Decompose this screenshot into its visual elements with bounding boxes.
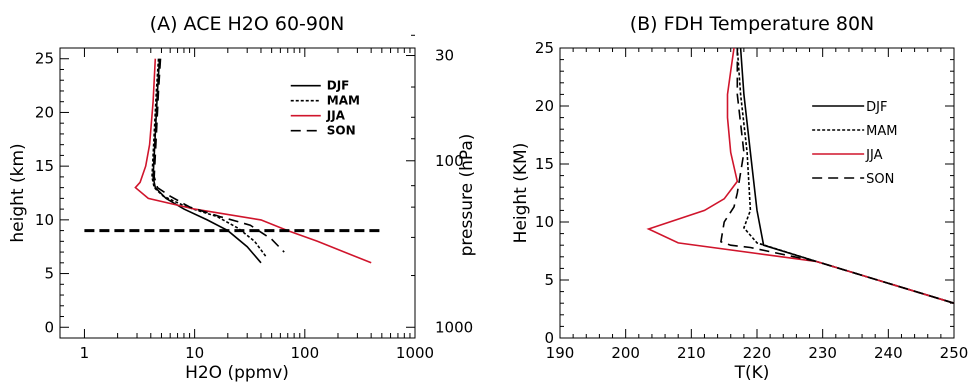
panel-b-ytick-labels: 0 5 10 15 20 25 <box>535 39 554 347</box>
panel-a-xtick-label: 10 <box>185 344 204 362</box>
panel-a-ytick-label: 25 <box>35 50 54 68</box>
panel-a-legend: DJF MAM JJA SON <box>290 79 360 138</box>
panel-b-title: (B) FDH Temperature 80N <box>630 13 875 35</box>
panel-a-ylabel-right: pressure (hPa) <box>457 134 477 257</box>
panel-a-ytick-label: 10 <box>35 211 54 229</box>
series-jja-line <box>134 58 372 264</box>
panel-b-ytick-label: 15 <box>535 155 554 173</box>
series-djf-line <box>739 47 955 304</box>
panel-b-xtick-label: 210 <box>677 344 706 362</box>
panel-b-xtick-label: 220 <box>743 344 772 362</box>
series-djf-line <box>152 58 262 264</box>
legend-label-djf: DJF <box>866 100 887 115</box>
panel-b: (B) FDH Temperature 80N 190 200 210 220 … <box>511 13 968 383</box>
panel-b-xlabel: T(K) <box>734 363 770 383</box>
panel-b-legend: DJF MAM JJA SON <box>812 100 897 187</box>
panel-a-frame <box>59 47 416 339</box>
panel-a-xtick-label: 1000 <box>396 344 434 362</box>
series-mam-line <box>151 58 268 258</box>
panel-b-xtick-label: 230 <box>808 344 837 362</box>
panel-a-ylabel: height (km) <box>8 143 28 242</box>
panel-b-ticks <box>559 47 955 339</box>
legend-label-son: SON <box>327 124 356 138</box>
panel-a-ytick-label: 15 <box>35 157 54 175</box>
panel-a-xlabel: H2O (ppmv) <box>185 363 289 383</box>
panel-a-right-tick-labels: 30 100 1000 <box>435 47 473 337</box>
panel-b-series <box>646 47 955 304</box>
panel-b-xtick-label: 250 <box>940 344 969 362</box>
panel-a-ytick-label: 5 <box>44 265 54 283</box>
legend-label-son: SON <box>866 172 894 187</box>
panel-a-pressure-tick-label: 30 <box>435 47 454 65</box>
legend-label-mam: MAM <box>866 124 897 139</box>
panel-b-xtick-label: 190 <box>546 344 575 362</box>
legend-label-jja: JJA <box>865 148 882 163</box>
panel-b-xtick-label: 200 <box>611 344 640 362</box>
panel-b-frame <box>559 47 955 339</box>
series-mam-line <box>736 47 955 304</box>
panel-a-xtick-label: 100 <box>290 344 319 362</box>
legend-label-mam: MAM <box>327 94 360 108</box>
panel-a-ytick-label: 0 <box>44 318 54 336</box>
panel-b-xtick-label: 240 <box>874 344 903 362</box>
panel-b-ytick-label: 5 <box>544 271 554 289</box>
panel-a-xtick-labels: 1 10 100 1000 <box>80 344 434 362</box>
panel-a-pressure-tick-label: 1000 <box>435 318 473 336</box>
legend-label-djf: DJF <box>327 79 350 93</box>
panel-a-ytick-labels: 0 5 10 15 20 25 <box>35 50 54 337</box>
panel-b-ytick-label: 10 <box>535 213 554 231</box>
series-jja-line <box>646 47 955 304</box>
series-son-line <box>720 48 955 304</box>
panel-a-xtick-label: 1 <box>80 344 90 362</box>
panel-a-title: (A) ACE H2O 60-90N <box>150 13 345 35</box>
panel-a-pressure-tick-label: 100 <box>435 152 464 170</box>
series-son-line <box>153 58 285 253</box>
panel-b-ytick-label: 20 <box>535 97 554 115</box>
panel-b-ytick-label: 25 <box>535 39 554 57</box>
panel-b-ytick-label: 0 <box>544 329 554 347</box>
panel-a: (A) ACE H2O 60-90N 1 10 100 1000 0 5 10 … <box>8 13 477 383</box>
panel-a-ytick-label: 20 <box>35 103 54 121</box>
panel-b-xtick-labels: 190 200 210 220 230 240 250 <box>546 344 969 362</box>
panel-a-series <box>84 58 382 264</box>
panel-a-ticks <box>60 34 416 338</box>
legend-label-jja: JJA <box>326 109 346 123</box>
panel-b-ylabel: Height (KM) <box>511 143 531 244</box>
